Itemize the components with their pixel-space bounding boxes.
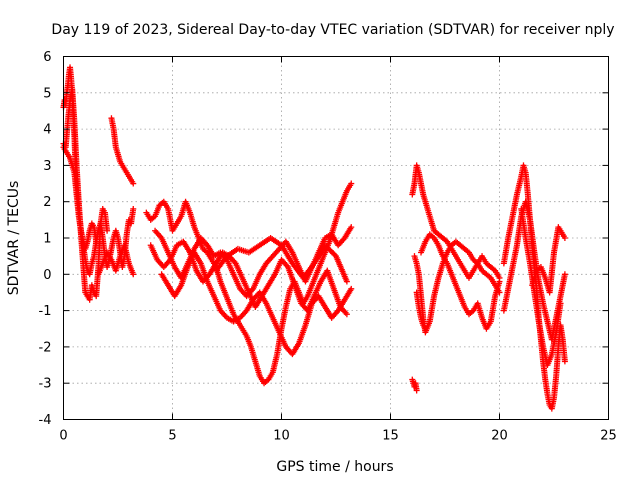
axis-ticks: 0 5 10 15 20 25 -4 -3 -2 -1 0 1 2 3 4 5 6 xyxy=(39,50,617,444)
y-axis-label: SDTVAR / TECUs xyxy=(6,181,22,296)
x-axis-label: GPS time / hours xyxy=(276,459,393,475)
data-point xyxy=(130,271,137,278)
series-arc-2b xyxy=(147,238,350,318)
y-tick-label: -2 xyxy=(39,340,52,355)
series-arc-3d xyxy=(409,376,420,394)
x-tick-label: 5 xyxy=(168,429,176,444)
x-tick-label: 20 xyxy=(491,429,508,444)
y-tick-label: 1 xyxy=(43,232,51,247)
data-point xyxy=(561,235,568,241)
data-point xyxy=(561,271,568,278)
chart-title: Day 119 of 2023, Sidereal Day-to-day VTE… xyxy=(51,22,614,38)
data-point xyxy=(348,180,355,187)
data-point xyxy=(343,311,350,318)
y-tick-label: 3 xyxy=(43,159,51,174)
y-tick-label: 4 xyxy=(43,123,51,138)
series-arc-3c xyxy=(418,231,503,332)
x-tick-label: 10 xyxy=(273,429,290,444)
series-arc-1d xyxy=(108,115,137,187)
y-tick-label: 6 xyxy=(43,50,51,65)
x-tick-label: 25 xyxy=(600,429,617,444)
data-point xyxy=(348,285,355,292)
data-point xyxy=(130,180,137,187)
data-point xyxy=(343,278,350,285)
data-point xyxy=(348,224,355,231)
series-arc-1e xyxy=(95,242,137,278)
x-tick-label: 0 xyxy=(59,429,67,444)
grid-lines xyxy=(63,56,609,420)
data-point xyxy=(413,387,420,394)
data-point xyxy=(130,205,137,212)
series-arc-3a xyxy=(409,162,503,281)
data-point xyxy=(104,227,111,234)
series-arc-3e xyxy=(413,289,429,332)
series-arc-4b xyxy=(500,198,568,343)
y-tick-label: 0 xyxy=(43,268,51,283)
series-arc-2e xyxy=(213,235,350,285)
y-tick-label: -4 xyxy=(39,413,52,428)
y-tick-label: -1 xyxy=(39,304,52,319)
y-tick-label: 5 xyxy=(43,86,51,101)
data-point xyxy=(561,358,568,365)
data-point xyxy=(557,300,564,307)
y-tick-label: 2 xyxy=(43,195,51,210)
series-arc-4d xyxy=(518,205,564,369)
x-tick-label: 15 xyxy=(382,429,399,444)
data-points xyxy=(60,64,568,412)
data-point xyxy=(422,325,429,332)
y-tick-label: -3 xyxy=(39,377,52,392)
series-arc-2d xyxy=(158,249,355,358)
data-point xyxy=(496,278,503,285)
